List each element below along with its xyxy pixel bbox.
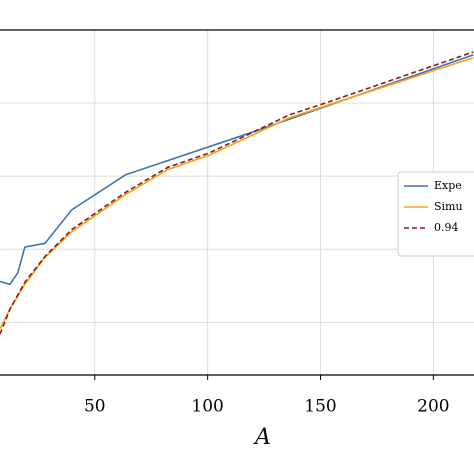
line	[0, 51, 474, 335]
legend-label: 0.94	[434, 221, 459, 234]
x-tick-label: 200	[417, 397, 449, 417]
line	[0, 54, 474, 286]
legend-box	[397, 171, 474, 257]
x-axis-label: A	[253, 425, 271, 450]
x-tick-label: 100	[191, 397, 223, 417]
legend-label: Expe	[434, 179, 462, 192]
x-tick-label: 50	[84, 397, 106, 417]
legend-label: Simu	[434, 200, 463, 213]
x-tick-label: 150	[304, 397, 336, 417]
line	[0, 57, 474, 330]
